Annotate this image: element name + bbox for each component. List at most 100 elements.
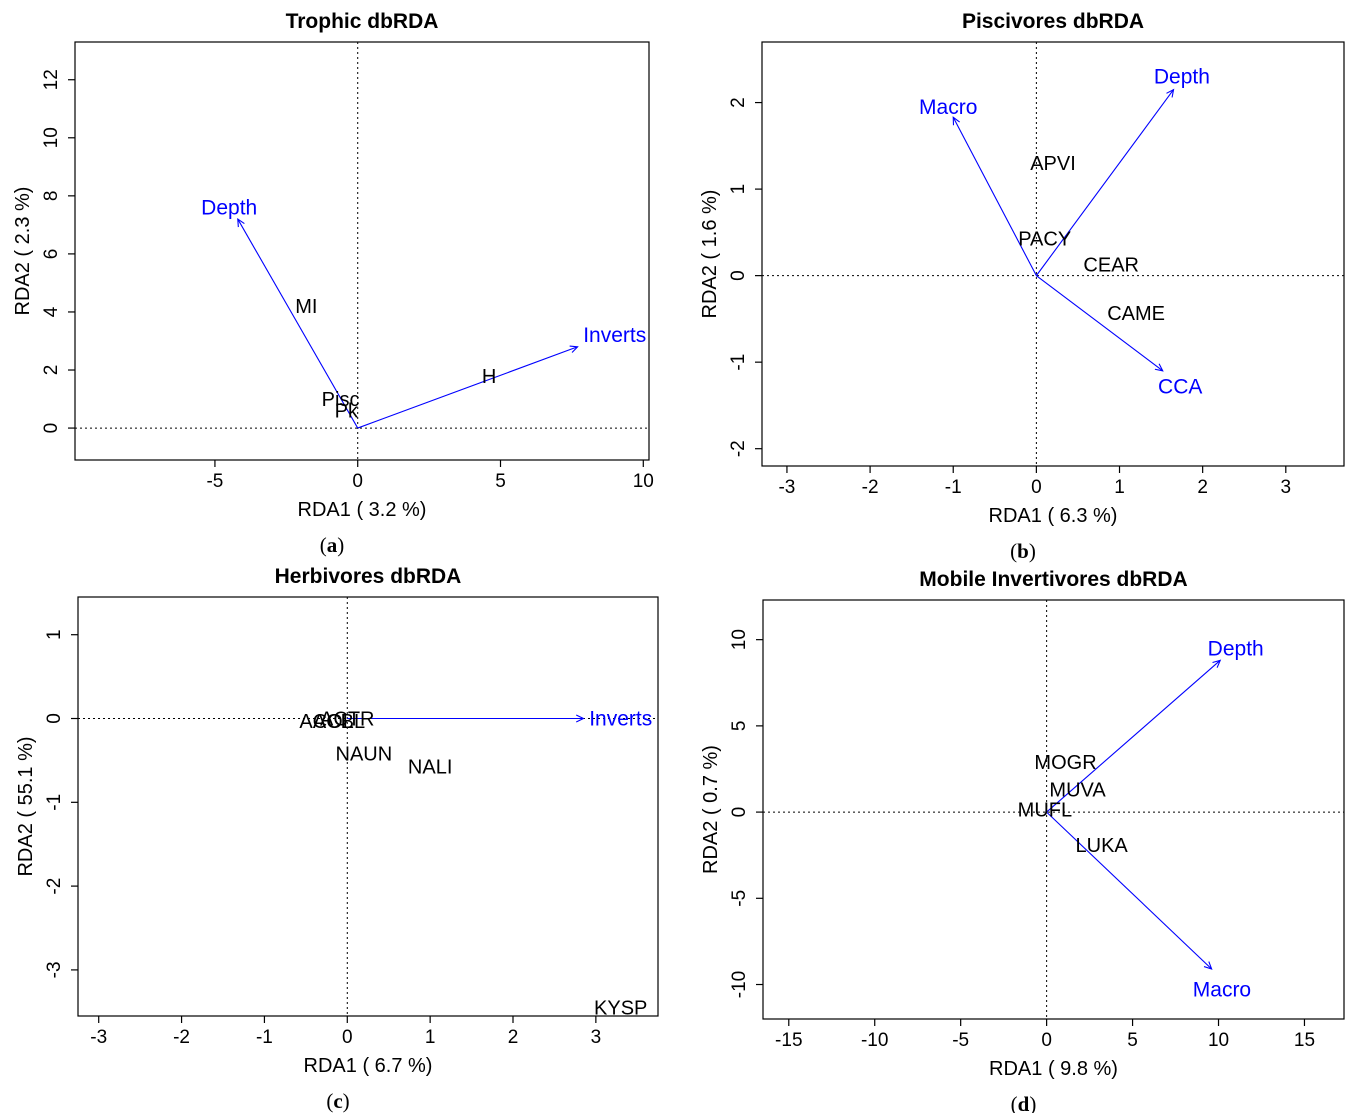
species-label: Pk (335, 401, 359, 423)
x-tick-label: -5 (952, 1030, 969, 1051)
vector-label: Inverts (583, 324, 646, 347)
y-tick-label: -2 (728, 440, 749, 457)
y-tick-label: 0 (728, 270, 749, 281)
species-label: KYSP (594, 998, 647, 1020)
vector-depth (1035, 89, 1174, 276)
y-tick-label: -1 (728, 354, 749, 371)
y-tick-label: -3 (44, 961, 65, 978)
chart-title: Piscivores dbRDA (962, 10, 1144, 33)
x-tick-label: -5 (206, 471, 223, 492)
x-tick-label: -3 (90, 1027, 107, 1048)
chart-title: Herbivores dbRDA (275, 565, 462, 588)
x-tick-label: -10 (861, 1030, 888, 1051)
y-tick-label: 5 (729, 721, 750, 732)
vector-depth (237, 218, 359, 429)
vector-arrowhead (1212, 659, 1222, 668)
y-tick-label: 1 (728, 184, 749, 195)
y-tick-label: 0 (44, 713, 65, 724)
vector-label: Depth (201, 196, 257, 219)
plot-frame (74, 41, 650, 461)
y-axis-label: RDA2 ( 1.6 %) (699, 190, 721, 319)
y-axis-label: RDA2 ( 2.3 %) (12, 187, 34, 316)
vector-arrowhead (237, 217, 245, 228)
panel-label: (d) (1011, 1092, 1037, 1113)
x-tick-label: 5 (495, 471, 506, 492)
panel-label: (a) (320, 533, 345, 557)
vector-label: Depth (1154, 66, 1210, 89)
y-tick-label: 12 (41, 69, 62, 90)
x-tick-label: -1 (256, 1027, 273, 1048)
panel-c: Herbivores dbRDA -3 -2 -1 0 1 2 3 -3 -2 -1 0 1 RDA1 (… (15, 565, 659, 1113)
x-tick-label: 2 (508, 1027, 519, 1048)
x-tick-label: 0 (1041, 1030, 1052, 1051)
y-tick-label: -2 (44, 878, 65, 895)
x-axis-label: RDA1 ( 3.2 %) (298, 499, 427, 521)
y-axis-label: RDA2 ( 0.7 %) (700, 745, 722, 874)
vector-macro (952, 117, 1037, 276)
species-label: Pisc (322, 389, 360, 411)
x-tick-label: 1 (425, 1027, 436, 1048)
x-tick-label: -2 (862, 477, 879, 498)
vector-depth (1046, 659, 1221, 813)
vector-label: CCA (1158, 375, 1202, 398)
species-label: NAUN (336, 744, 393, 766)
x-tick-label: -15 (775, 1030, 802, 1051)
panel-a: Trophic dbRDA -5 0 5 10 0 2 4 6 8 10 12 RDA1 ( 3.2 %… (12, 10, 654, 557)
chart-title: Trophic dbRDA (286, 10, 439, 33)
vector-inverts (357, 346, 578, 429)
x-tick-label: 10 (1208, 1030, 1229, 1051)
x-axis-label: RDA1 ( 6.3 %) (989, 505, 1118, 527)
y-tick-label: 10 (41, 127, 62, 148)
species-label: CAME (1107, 303, 1165, 325)
y-tick-label: -5 (729, 890, 750, 907)
x-tick-label: 2 (1197, 477, 1208, 498)
y-tick-label: -10 (729, 971, 750, 998)
x-tick-label: 1 (1114, 477, 1125, 498)
x-tick-label: 5 (1127, 1030, 1138, 1051)
vector-cca (1036, 275, 1164, 372)
x-tick-label: -1 (945, 477, 962, 498)
species-label: ACTR (320, 709, 374, 731)
x-tick-label: 0 (1031, 477, 1042, 498)
panel-b: Piscivores dbRDA -3 -2 -1 0 1 2 3 -2 -1 0 1 2 RDA1 ( … (699, 10, 1345, 563)
y-tick-label: 4 (41, 306, 62, 317)
y-tick-label: 0 (41, 423, 62, 434)
species-label: NALI (408, 756, 452, 778)
x-tick-label: -2 (173, 1027, 190, 1048)
species-label: H (482, 366, 496, 388)
y-tick-label: 2 (728, 97, 749, 108)
vector-arrowhead (1203, 961, 1213, 970)
species-label: CEAR (1083, 254, 1139, 276)
y-tick-label: 8 (41, 191, 62, 202)
y-tick-label: 1 (44, 629, 65, 640)
x-tick-label: 0 (352, 471, 363, 492)
species-label: APVI (1030, 153, 1076, 175)
vector-label: Inverts (589, 708, 652, 731)
vector-arrowhead (569, 345, 579, 353)
vector-arrowhead (1166, 88, 1175, 98)
x-tick-label: 0 (342, 1027, 353, 1048)
panel-label: (b) (1010, 539, 1036, 563)
vector-macro (1046, 811, 1213, 970)
x-tick-label: -3 (778, 477, 795, 498)
vector-arrowhead (1154, 363, 1164, 372)
vector-arrowhead (575, 714, 585, 723)
species-label: LUKA (1076, 835, 1129, 857)
y-tick-label: 6 (41, 249, 62, 260)
y-tick-label: 0 (729, 807, 750, 818)
panel-d: Mobile Invertivores dbRDA -15 -10 -5 0 5 10 15 -… (700, 568, 1345, 1113)
x-tick-label: 15 (1294, 1030, 1315, 1051)
species-label: ACOL (299, 711, 353, 733)
y-axis-label: RDA2 ( 55.1 %) (15, 736, 37, 876)
species-label: ACBL (313, 711, 365, 733)
species-label: MI (295, 296, 317, 318)
y-tick-label: 2 (41, 365, 62, 376)
chart-title: Mobile Invertivores dbRDA (919, 568, 1187, 591)
x-tick-label: 3 (591, 1027, 602, 1048)
x-axis-label: RDA1 ( 9.8 %) (989, 1058, 1118, 1080)
plot-frame (77, 596, 659, 1017)
vector-arrowhead (952, 116, 960, 126)
vector-label: Macro (1193, 979, 1251, 1002)
vector-label: Depth (1208, 637, 1264, 660)
